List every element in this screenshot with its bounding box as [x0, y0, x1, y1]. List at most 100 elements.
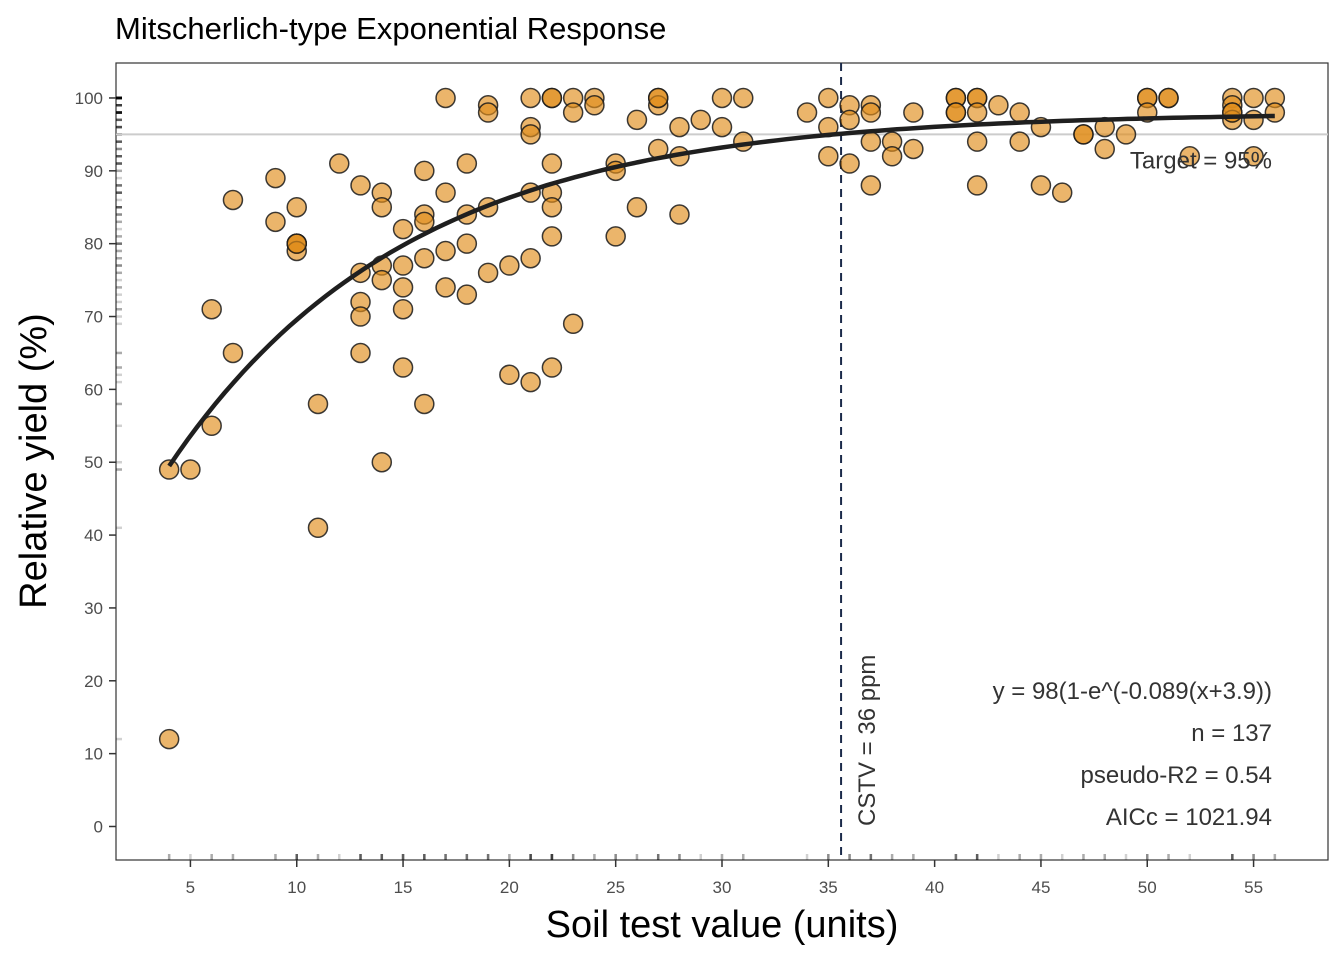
x-tick-label: 55 — [1244, 878, 1263, 897]
x-axis: 5 10 15 20 25 30 35 40 45 50 55 — [186, 860, 1263, 897]
x-tick-label: 40 — [925, 878, 944, 897]
fit-curve — [167, 113, 1275, 468]
data-point — [201, 298, 222, 320]
data-point — [839, 153, 860, 174]
data-point — [435, 277, 456, 298]
n-label: n = 137 — [1191, 720, 1272, 747]
data-point — [265, 167, 286, 189]
data-point — [1051, 182, 1073, 203]
y-tick-label: 40 — [84, 526, 103, 545]
data-point — [435, 87, 456, 109]
data-point — [733, 87, 754, 109]
y-tick-label: 90 — [84, 162, 103, 181]
data-point — [818, 87, 839, 109]
y-tick-label: 50 — [84, 453, 103, 472]
data-point — [286, 233, 307, 254]
data-point — [1030, 175, 1052, 196]
data-point — [1115, 124, 1137, 145]
data-point — [541, 196, 563, 218]
y-tick-label: 70 — [84, 308, 103, 327]
data-point — [222, 342, 244, 364]
data-point — [520, 371, 541, 393]
data-point — [1264, 102, 1286, 123]
data-point — [1222, 102, 1243, 123]
data-point — [626, 196, 648, 218]
data-point — [647, 87, 669, 109]
data-point — [562, 102, 584, 123]
y-rug — [116, 96, 122, 741]
data-point — [1073, 124, 1094, 145]
data-point — [265, 211, 286, 233]
data-point — [158, 459, 180, 480]
y-tick-label: 30 — [84, 599, 103, 618]
data-point — [371, 196, 393, 218]
data-point — [477, 262, 499, 284]
data-point — [1179, 146, 1201, 167]
data-point — [286, 196, 307, 218]
r2-label: pseudo-R2 = 0.54 — [1081, 762, 1272, 789]
y-tick-label: 60 — [84, 380, 103, 399]
data-point — [201, 415, 222, 437]
chart-title: Mitscherlich-type Exponential Response — [115, 11, 666, 46]
x-tick-label: 45 — [1031, 878, 1050, 897]
data-point — [499, 255, 520, 276]
data-point — [520, 87, 541, 109]
y-axis: 0 10 20 30 40 50 60 70 80 90 100 — [75, 89, 116, 836]
x-rug — [167, 854, 1277, 860]
y-tick-label: 0 — [94, 817, 103, 836]
data-point — [477, 102, 499, 123]
data-point — [541, 226, 563, 247]
y-tick-label: 100 — [75, 89, 103, 108]
data-point — [392, 255, 414, 276]
target-label: Target = 95% — [1130, 147, 1272, 174]
x-tick-label: 5 — [186, 878, 195, 897]
data-point — [392, 298, 414, 320]
data-point — [1158, 87, 1179, 109]
data-point — [1009, 102, 1030, 123]
y-tick-label: 10 — [84, 745, 103, 764]
data-point — [456, 153, 478, 174]
data-point — [435, 240, 456, 262]
data-point — [966, 175, 988, 196]
points-layer — [158, 87, 1286, 750]
y-tick-label: 20 — [84, 672, 103, 691]
data-point — [711, 116, 733, 138]
cstv-label: CSTV = 36 ppm — [854, 655, 881, 826]
data-point — [988, 95, 1009, 116]
data-point — [711, 87, 733, 109]
data-point — [541, 357, 563, 378]
data-point — [541, 153, 563, 174]
data-point — [690, 109, 711, 131]
data-point — [350, 342, 371, 364]
data-point — [350, 306, 371, 327]
x-tick-label: 30 — [713, 878, 732, 897]
x-tick-label: 20 — [500, 878, 519, 897]
data-point — [456, 284, 478, 305]
data-point — [881, 146, 903, 167]
data-point — [158, 728, 180, 750]
x-tick-label: 50 — [1138, 878, 1157, 897]
plot-panel — [115, 62, 1329, 861]
data-point — [180, 459, 201, 480]
data-point — [414, 160, 435, 182]
data-point — [520, 124, 541, 145]
data-point — [392, 277, 414, 298]
data-point — [669, 204, 690, 225]
data-point — [222, 189, 244, 211]
x-tick-label: 15 — [394, 878, 413, 897]
data-point — [1094, 138, 1115, 160]
data-point — [541, 87, 563, 109]
data-point — [669, 116, 690, 138]
data-point — [520, 247, 541, 269]
data-point — [818, 146, 839, 167]
data-point — [605, 226, 626, 247]
data-point — [329, 153, 350, 174]
data-point — [860, 131, 882, 152]
data-point — [945, 102, 967, 123]
data-point — [456, 233, 478, 254]
data-point — [860, 175, 882, 196]
data-point — [371, 451, 393, 473]
data-point — [1243, 146, 1264, 167]
aicc-label: AICc = 1021.94 — [1106, 804, 1272, 831]
